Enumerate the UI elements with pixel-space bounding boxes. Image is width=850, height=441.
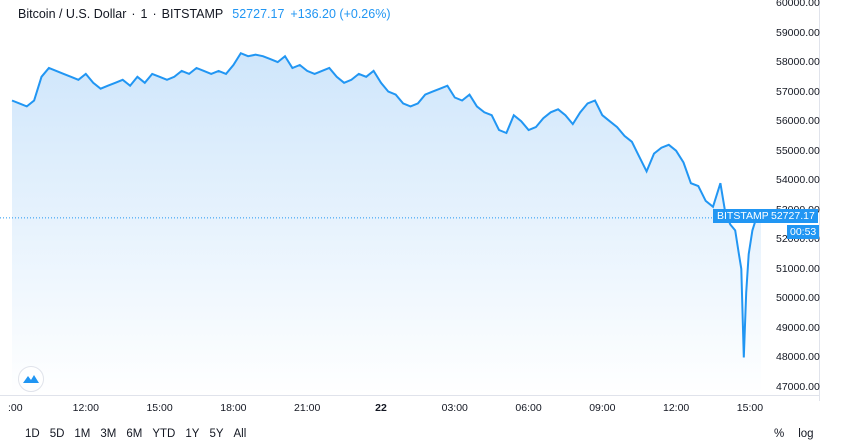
time-tick-label: 21:00 xyxy=(294,402,321,414)
time-tick-label: 22 xyxy=(375,402,387,414)
time-tick-label: 12:00 xyxy=(72,402,99,414)
price-axis-border xyxy=(819,0,820,401)
price-tick-label: 48000.00 xyxy=(776,351,820,364)
range-3m-button[interactable]: 3M xyxy=(100,428,117,440)
price-tick-label: 54000.00 xyxy=(776,174,820,187)
range-5y-button[interactable]: 5Y xyxy=(209,428,224,440)
range-ytd-button[interactable]: YTD xyxy=(152,428,176,440)
legend-separator: · xyxy=(152,7,157,21)
legend-separator: · xyxy=(131,7,136,21)
time-tick-label: 06:00 xyxy=(515,402,542,414)
range-5d-button[interactable]: 5D xyxy=(49,428,65,440)
range-1m-button[interactable]: 1M xyxy=(74,428,91,440)
log-scale-toggle[interactable]: log xyxy=(798,428,814,440)
price-tick-label: 56000.00 xyxy=(776,115,820,128)
range-all-button[interactable]: All xyxy=(233,428,247,440)
price-tick-label: 51000.00 xyxy=(776,262,820,275)
percent-scale-toggle[interactable]: % xyxy=(774,428,785,440)
legend-symbol[interactable]: Bitcoin / U.S. Dollar xyxy=(18,7,127,21)
legend-interval[interactable]: 1 xyxy=(140,7,148,21)
time-tick-label: 12:00 xyxy=(662,402,690,414)
time-tick-label: 15:00 xyxy=(736,402,764,414)
price-tick-label: 59000.00 xyxy=(776,26,820,39)
legend-exchange[interactable]: BITSTAMP xyxy=(161,7,224,21)
price-area xyxy=(12,53,761,395)
last-price-tag: 52727.17 xyxy=(768,209,818,223)
time-tick-label: 18:00 xyxy=(220,402,247,414)
time-tick-label: 09:00 xyxy=(589,402,616,414)
time-tick-label: :00 xyxy=(8,402,23,414)
price-tick-label: 57000.00 xyxy=(776,85,820,98)
price-tick-label: 49000.00 xyxy=(776,321,820,334)
price-line xyxy=(11,51,762,358)
range-buttons: 1D 5D 1M 3M 6M YTD 1Y 5Y All xyxy=(25,428,246,440)
time-axis-border xyxy=(0,395,819,396)
axis-options: % log xyxy=(774,428,814,440)
price-tick-label: 55000.00 xyxy=(776,144,820,157)
range-1d-button[interactable]: 1D xyxy=(25,428,40,440)
time-tick-label: 15:00 xyxy=(146,402,173,414)
bar-countdown-tag: 00:53 xyxy=(787,225,820,239)
range-6m-button[interactable]: 6M xyxy=(126,428,143,440)
legend-last-price: 52727.17 xyxy=(232,7,285,21)
price-tick-label: 50000.00 xyxy=(776,292,820,305)
tradingview-logo-icon[interactable] xyxy=(18,366,44,392)
exchange-label-tag: BITSTAMP xyxy=(713,209,773,223)
price-tick-label: 47000.00 xyxy=(776,381,820,393)
price-tick-label: 60000.00 xyxy=(776,0,820,9)
chart-legend: Bitcoin / U.S. Dollar · 1 · BITSTAMP 527… xyxy=(18,5,390,23)
legend-change: +136.20 (+0.26%) xyxy=(290,7,391,21)
time-tick-label: 03:00 xyxy=(441,402,468,414)
price-tick-label: 58000.00 xyxy=(776,56,820,69)
range-1y-button[interactable]: 1Y xyxy=(185,428,200,440)
